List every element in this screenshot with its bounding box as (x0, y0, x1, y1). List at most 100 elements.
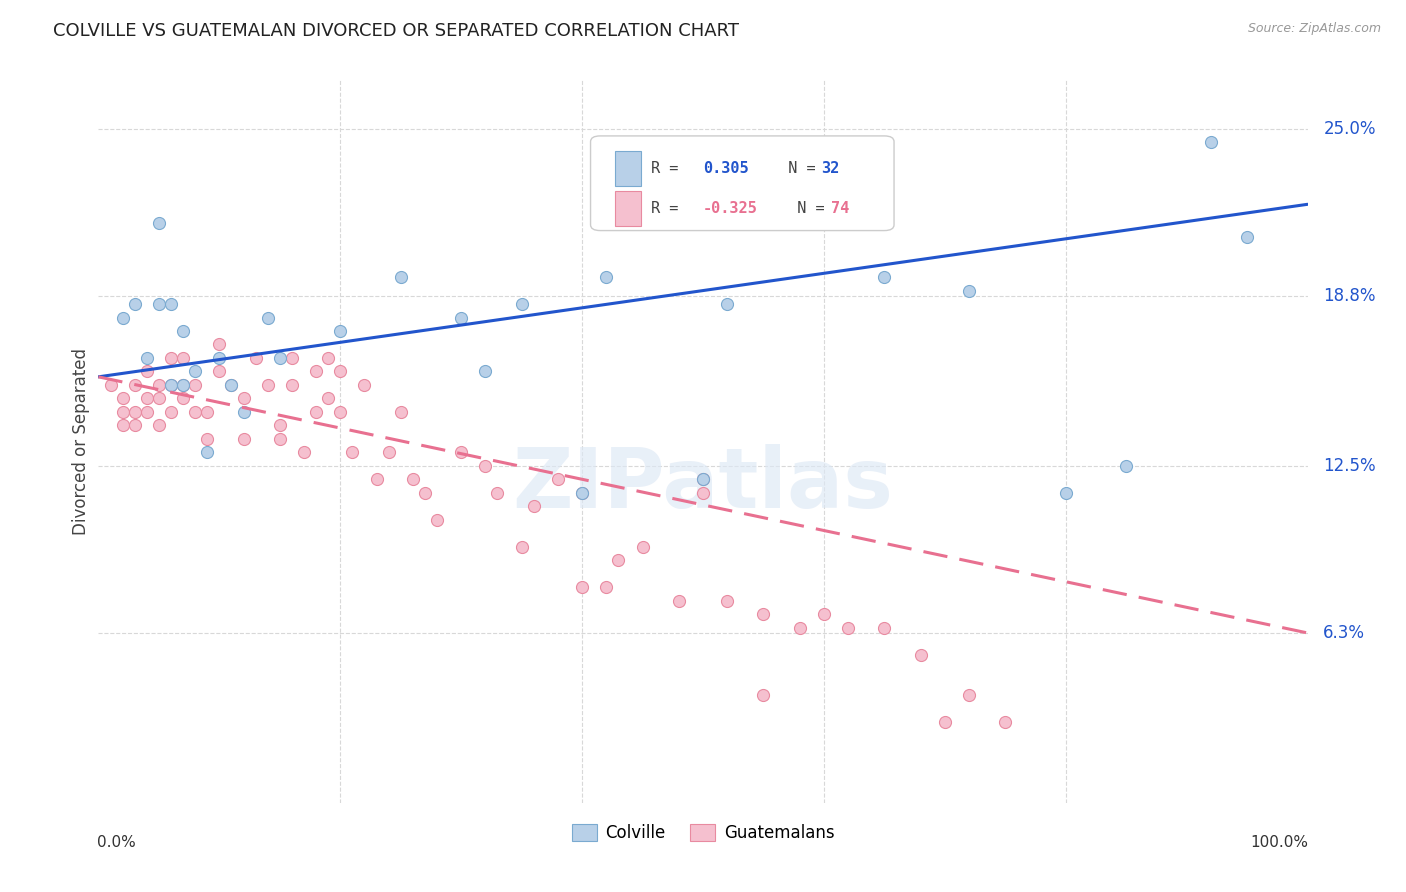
Point (135, 405, 157, 419)
Point (256, 378, 278, 392)
Point (208, 364, 231, 378)
Point (631, 540, 654, 554)
Text: 18.8%: 18.8% (1323, 287, 1376, 305)
Text: N =: N = (769, 161, 824, 176)
Text: ZIPatlas: ZIPatlas (513, 444, 893, 525)
Point (124, 418, 146, 433)
Point (281, 351, 304, 365)
Point (607, 553, 630, 567)
Text: 100.0%: 100.0% (1251, 835, 1309, 850)
Point (450, 310, 472, 325)
Point (195, 405, 218, 419)
Point (413, 485, 436, 500)
Point (934, 714, 956, 729)
Point (474, 458, 496, 473)
Point (232, 405, 254, 419)
Point (100, 378, 122, 392)
Point (547, 472, 569, 486)
Point (148, 418, 170, 433)
Point (510, 540, 533, 554)
Point (172, 392, 194, 406)
Point (389, 405, 412, 419)
Point (305, 405, 328, 419)
Point (571, 580, 593, 594)
Point (111, 405, 134, 419)
FancyBboxPatch shape (591, 136, 894, 230)
Point (595, 270, 617, 285)
Point (292, 445, 315, 459)
Point (316, 392, 339, 406)
Point (957, 284, 980, 298)
Point (232, 392, 254, 406)
Point (221, 378, 243, 392)
Text: R =: R = (651, 161, 688, 176)
Text: R =: R = (651, 201, 688, 216)
Point (329, 324, 352, 338)
Point (245, 351, 267, 365)
Point (172, 324, 194, 338)
Point (195, 445, 218, 459)
Point (305, 364, 328, 378)
Point (426, 513, 449, 527)
Point (172, 378, 194, 392)
Point (474, 364, 496, 378)
Point (994, 714, 1017, 729)
Point (269, 432, 291, 446)
Point (752, 607, 775, 621)
Point (316, 351, 339, 365)
Point (232, 432, 254, 446)
Point (668, 593, 690, 607)
Point (692, 472, 714, 486)
Text: 0.305: 0.305 (703, 161, 748, 176)
Point (124, 405, 146, 419)
Point (450, 445, 472, 459)
Point (281, 378, 304, 392)
Point (1199, 136, 1222, 150)
Point (752, 688, 775, 702)
Point (957, 688, 980, 702)
Point (148, 378, 170, 392)
Point (353, 378, 375, 392)
Point (195, 432, 218, 446)
Text: 74: 74 (831, 201, 849, 216)
Point (124, 378, 146, 392)
Point (184, 378, 207, 392)
Legend: Colville, Guatemalans: Colville, Guatemalans (565, 817, 841, 848)
Point (342, 445, 364, 459)
Point (135, 392, 157, 406)
Point (571, 485, 593, 500)
Point (813, 607, 835, 621)
Point (1054, 485, 1077, 500)
Point (1115, 458, 1137, 473)
Point (837, 621, 859, 635)
Point (631, 176, 654, 190)
Text: -0.325: -0.325 (703, 201, 758, 216)
Text: N =: N = (779, 201, 834, 216)
Point (160, 405, 183, 419)
FancyBboxPatch shape (614, 191, 641, 226)
Point (873, 621, 896, 635)
Point (571, 485, 593, 500)
Point (510, 297, 533, 311)
Point (221, 378, 243, 392)
Text: 6.3%: 6.3% (1323, 624, 1365, 642)
Text: Source: ZipAtlas.com: Source: ZipAtlas.com (1247, 22, 1381, 36)
Point (148, 392, 170, 406)
Point (910, 648, 932, 662)
Point (269, 351, 291, 365)
Point (692, 472, 714, 486)
Point (256, 310, 278, 325)
Point (873, 270, 896, 285)
Point (160, 378, 183, 392)
Point (389, 270, 412, 285)
Point (692, 485, 714, 500)
Point (184, 364, 207, 378)
Point (160, 351, 183, 365)
Point (135, 351, 157, 365)
Text: 12.5%: 12.5% (1323, 457, 1376, 475)
Point (111, 418, 134, 433)
Point (160, 297, 183, 311)
Y-axis label: Divorced or Separated: Divorced or Separated (72, 348, 90, 535)
Point (208, 337, 231, 351)
Point (111, 392, 134, 406)
